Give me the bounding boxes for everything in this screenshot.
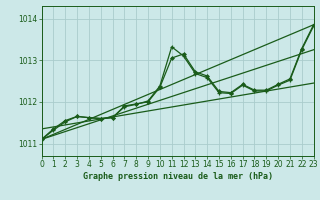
X-axis label: Graphe pression niveau de la mer (hPa): Graphe pression niveau de la mer (hPa) (83, 172, 273, 181)
